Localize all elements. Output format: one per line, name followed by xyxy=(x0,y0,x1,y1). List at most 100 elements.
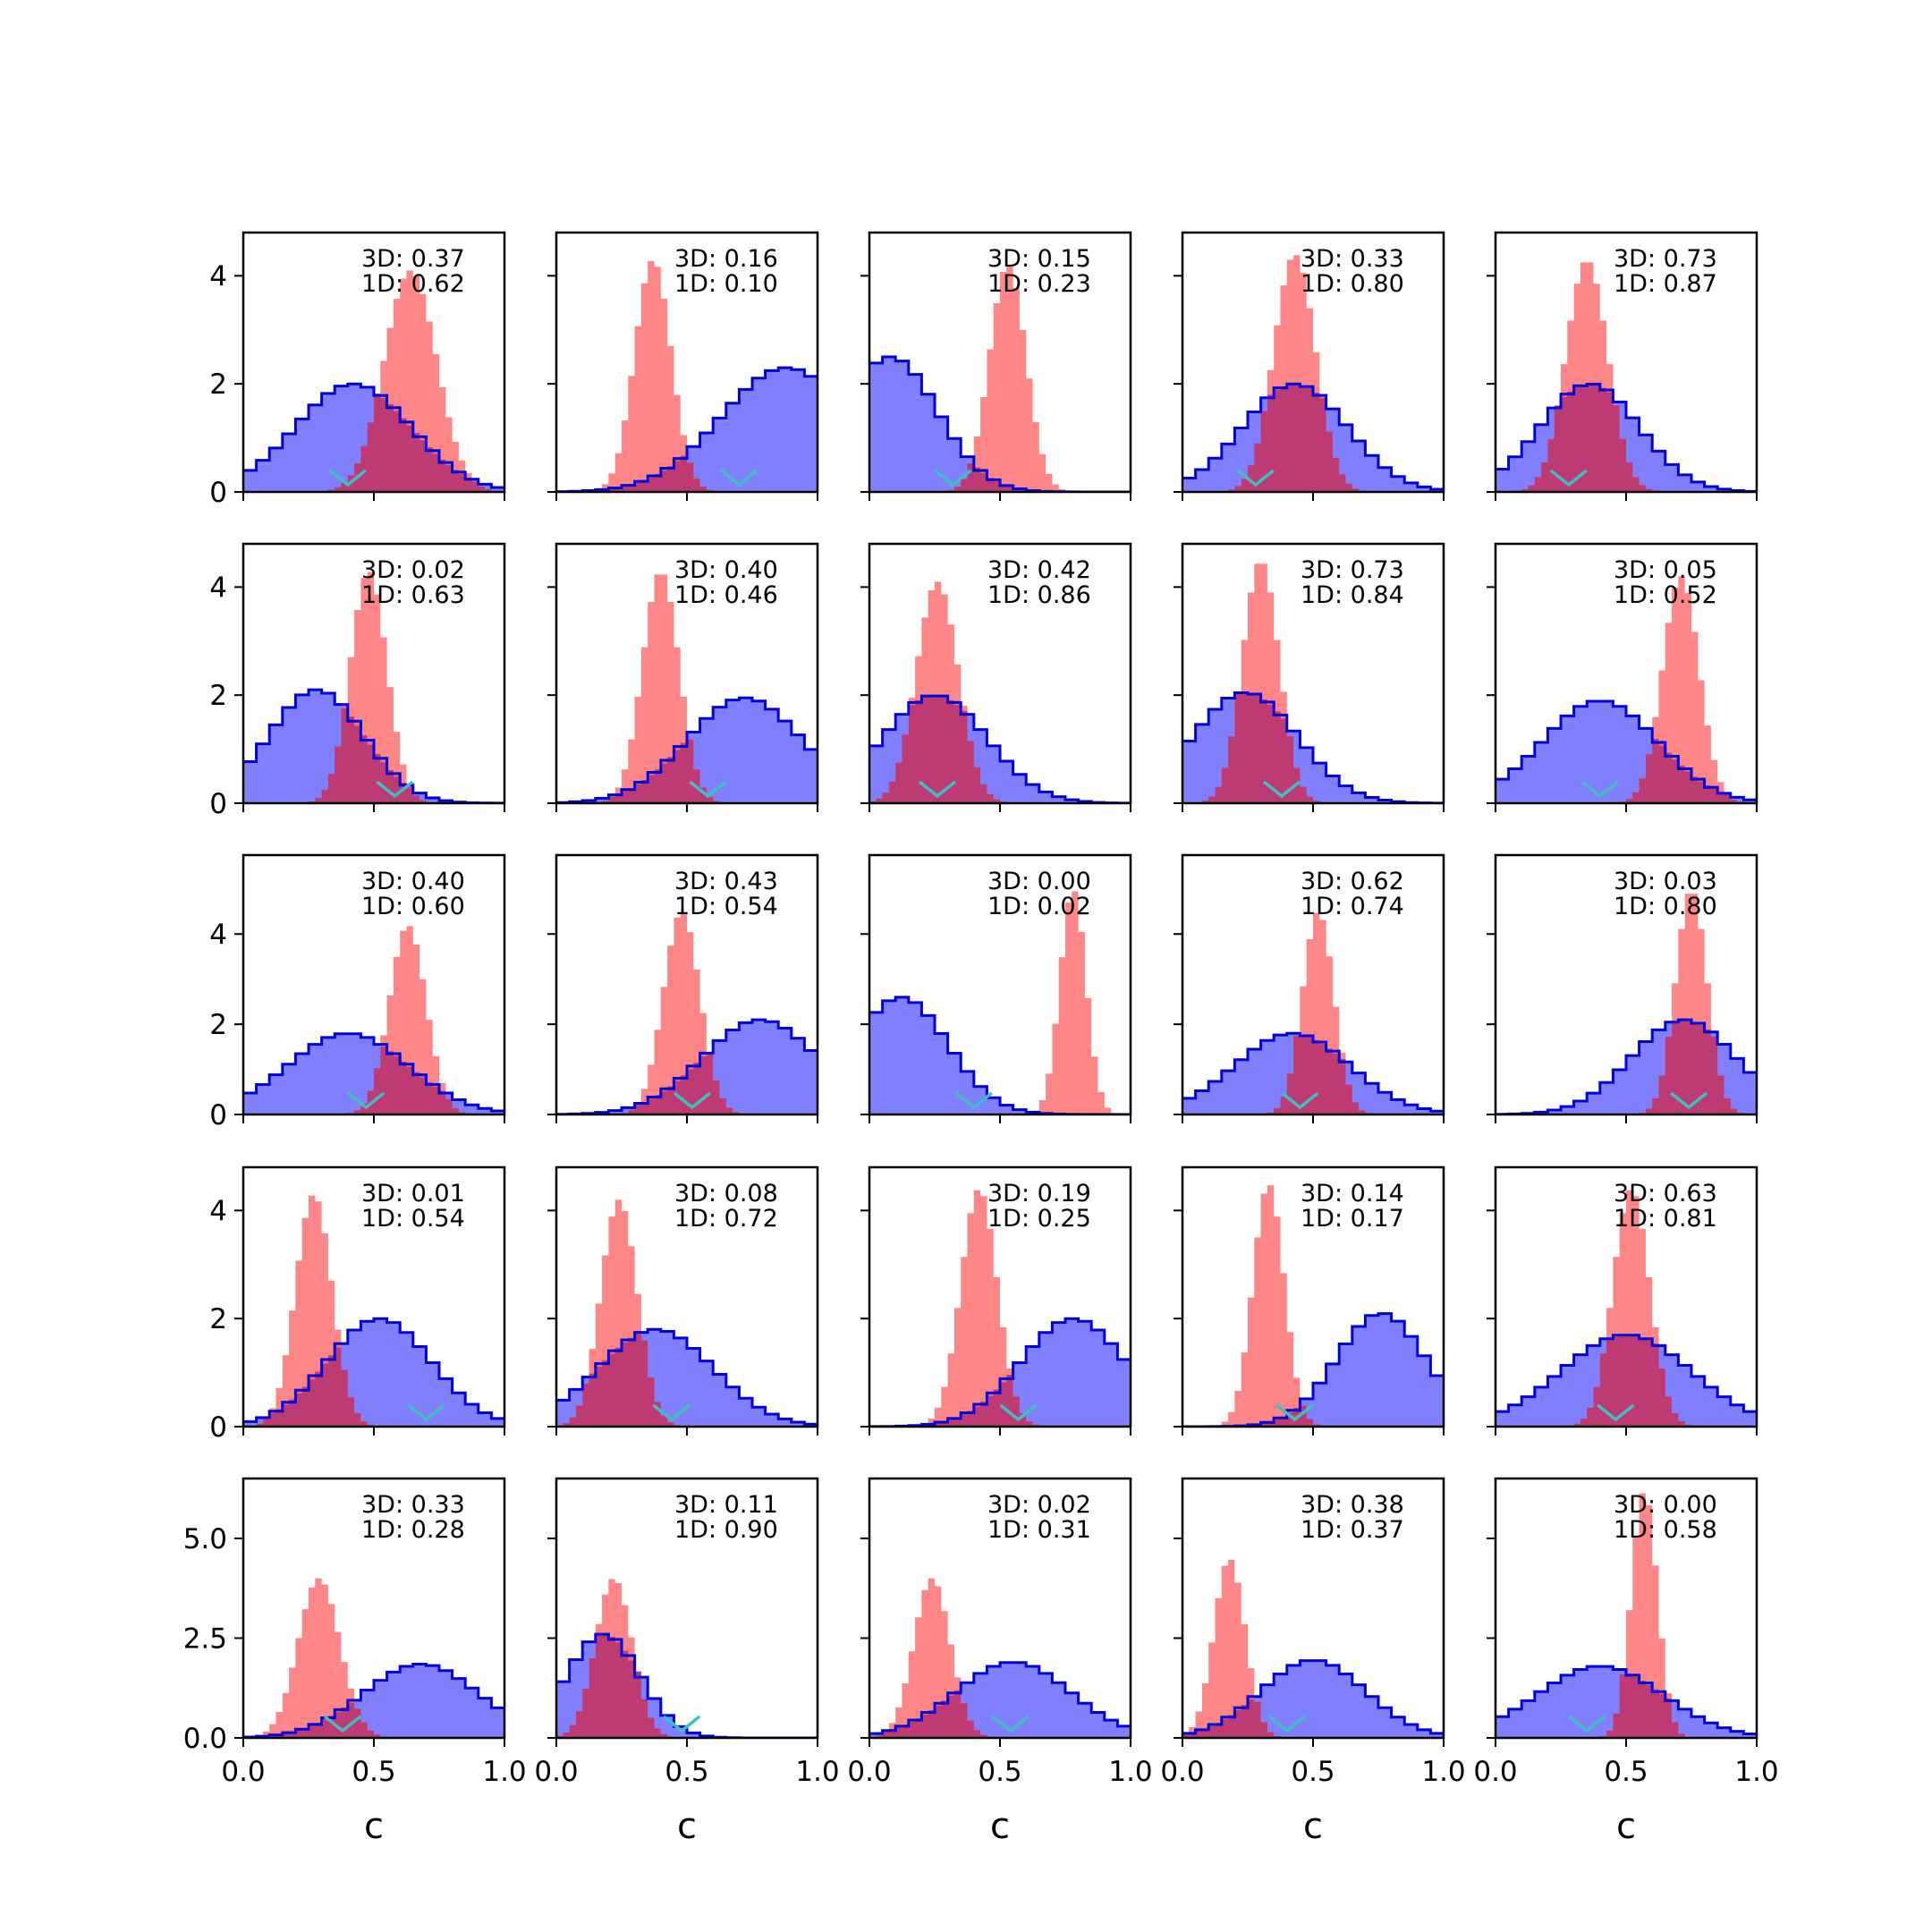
annotation-1d: 1D: 0.72 xyxy=(674,1205,778,1233)
annotation-1d: 1D: 0.81 xyxy=(1614,1205,1717,1233)
y-tick-label: 4 xyxy=(209,1195,227,1227)
x-tick-label: 0.0 xyxy=(1160,1756,1204,1788)
y-tick-label: 5.0 xyxy=(183,1523,227,1555)
y-tick-label: 0 xyxy=(209,477,227,509)
annotation-1d: 1D: 0.31 xyxy=(987,1516,1091,1544)
marker-chevron xyxy=(1275,1403,1314,1422)
overlap-region xyxy=(1182,1699,1444,1738)
plot-area-r2c3 xyxy=(869,581,1131,803)
blue-histogram-outline xyxy=(556,1327,818,1426)
annotation-1d: 1D: 0.63 xyxy=(361,581,465,609)
marker-chevron xyxy=(991,1715,1030,1733)
plot-area-r4c1 xyxy=(243,1195,504,1427)
plot-area-r4c4 xyxy=(1182,1185,1444,1427)
red-histogram xyxy=(243,270,504,492)
annotation-1d: 1D: 0.25 xyxy=(987,1205,1091,1233)
annotation-3d: 3D: 0.11 xyxy=(674,1491,778,1519)
blue-histogram-outline xyxy=(1496,1334,1757,1413)
annotation-1d: 1D: 0.80 xyxy=(1301,270,1404,298)
marker-chevron xyxy=(652,1403,691,1422)
overlap-region xyxy=(556,1634,818,1738)
annotation-3d: 3D: 0.37 xyxy=(361,245,465,273)
blue-histogram-outline xyxy=(243,1662,504,1738)
red-histogram xyxy=(243,572,504,803)
x-axis-label: c xyxy=(1616,1806,1636,1847)
marker-chevron xyxy=(689,780,727,799)
annotation-3d: 3D: 0.00 xyxy=(987,868,1091,895)
plot-area-r4c2 xyxy=(556,1199,818,1427)
marker-chevron xyxy=(1267,1715,1306,1733)
marker-chevron xyxy=(347,1091,386,1110)
blue-histogram-fill xyxy=(556,368,818,492)
y-tick-label: 2 xyxy=(209,1303,227,1335)
x-tick-label: 0.0 xyxy=(221,1756,265,1788)
red-histogram xyxy=(869,891,1131,1114)
annotation-3d: 3D: 0.00 xyxy=(1614,1491,1717,1519)
overlap-region xyxy=(556,739,818,803)
annotation-1d: 1D: 0.28 xyxy=(361,1516,465,1544)
overlap-region xyxy=(556,455,818,492)
annotation-1d: 1D: 0.10 xyxy=(674,270,778,298)
red-histogram xyxy=(243,1195,504,1427)
overlap-region xyxy=(869,1375,1131,1427)
red-histogram xyxy=(1496,1190,1757,1427)
x-tick-label: 0.0 xyxy=(847,1756,891,1788)
annotation-3d: 3D: 0.63 xyxy=(1614,1180,1717,1208)
blue-histogram-outline xyxy=(243,1032,504,1113)
marker-chevron xyxy=(376,780,414,799)
annotation-3d: 3D: 0.40 xyxy=(674,556,778,584)
overlap-region xyxy=(1496,1674,1757,1738)
y-tick-label: 2.5 xyxy=(183,1623,227,1655)
x-axis-label: c xyxy=(1303,1806,1323,1847)
annotation-3d: 3D: 0.40 xyxy=(361,868,465,895)
y-tick-label: 4 xyxy=(209,572,227,604)
annotation-3d: 3D: 0.02 xyxy=(987,1491,1091,1519)
annotation-3d: 3D: 0.62 xyxy=(1301,868,1404,895)
x-tick-label: 1.0 xyxy=(1734,1756,1778,1788)
red-histogram xyxy=(1182,255,1444,492)
plot-area-r1c1 xyxy=(243,270,504,492)
blue-histogram-outline xyxy=(1182,382,1444,491)
annotation-1d: 1D: 0.58 xyxy=(1614,1516,1717,1544)
red-histogram xyxy=(1182,912,1444,1114)
red-histogram xyxy=(556,260,818,492)
marker-chevron xyxy=(1549,469,1588,487)
blue-histogram-outline xyxy=(556,696,818,803)
annotation-1d: 1D: 0.84 xyxy=(1301,581,1404,609)
annotation-3d: 3D: 0.43 xyxy=(674,868,778,895)
annotation-1d: 1D: 0.17 xyxy=(1301,1205,1404,1233)
annotation-1d: 1D: 0.52 xyxy=(1614,581,1717,609)
marker-chevron xyxy=(1669,1091,1708,1110)
plot-area-r1c2 xyxy=(556,260,818,492)
blue-histogram-fill xyxy=(869,357,1131,492)
annotation-1d: 1D: 0.54 xyxy=(674,893,778,920)
plot-area-r2c5 xyxy=(1496,576,1757,803)
annotation-3d: 3D: 0.05 xyxy=(1614,556,1717,584)
overlap-region xyxy=(1182,384,1444,492)
annotation-1d: 1D: 0.86 xyxy=(987,581,1091,609)
overlap-region xyxy=(1496,1335,1757,1427)
plot-area-r4c5 xyxy=(1496,1190,1757,1427)
y-tick-label: 4 xyxy=(209,919,227,951)
overlap-region xyxy=(869,695,1131,803)
annotation-3d: 3D: 0.33 xyxy=(361,1491,465,1519)
annotation-1d: 1D: 0.80 xyxy=(1614,893,1717,920)
overlap-region xyxy=(243,1046,504,1114)
overlap-region xyxy=(556,1052,818,1114)
blue-histogram-outline xyxy=(1496,1018,1757,1114)
overlap-region xyxy=(1182,1034,1444,1114)
marker-chevron xyxy=(1262,780,1301,799)
marker-chevron xyxy=(1568,1715,1606,1733)
